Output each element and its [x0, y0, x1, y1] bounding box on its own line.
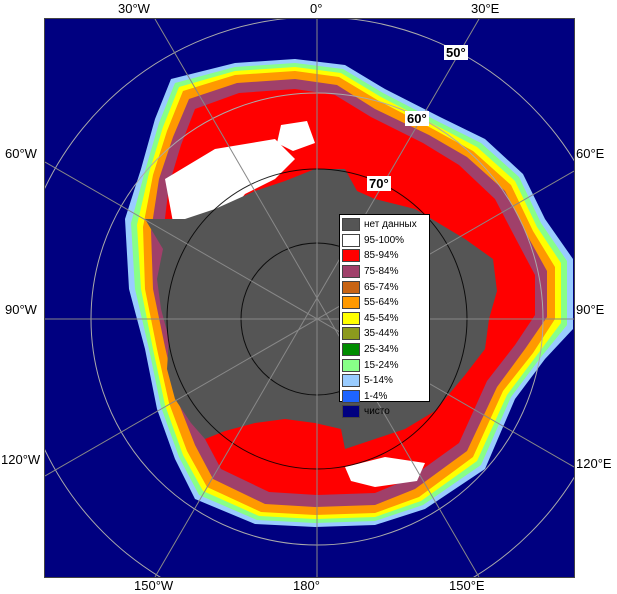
legend-item: 55-64% [342, 295, 429, 311]
lon-label-120w: 120°W [1, 452, 41, 467]
ice-pack-white-ross [345, 457, 425, 487]
lat-label-60: 60° [405, 111, 429, 126]
legend-swatch [342, 218, 360, 232]
legend-item: нет данных [342, 217, 429, 233]
lon-label-60w: 60°W [5, 146, 37, 161]
legend-swatch [342, 405, 360, 419]
legend-swatch [342, 358, 360, 372]
legend-label: нет данных [364, 219, 417, 231]
legend-label: 35-44% [364, 328, 399, 340]
legend-label: 15-24% [364, 359, 399, 371]
lon-label-90e: 90°E [576, 302, 605, 317]
legend-item: чисто [342, 404, 429, 420]
lon-label-150e: 150°E [449, 578, 485, 593]
legend-swatch [342, 389, 360, 403]
legend-swatch [342, 343, 360, 357]
legend-item: 75-84% [342, 264, 429, 280]
legend-swatch [342, 265, 360, 279]
lon-label-30e: 30°E [471, 1, 500, 16]
legend-swatch [342, 280, 360, 294]
lon-label-150w: 150°W [134, 578, 174, 593]
legend-label: 55-64% [364, 297, 399, 309]
lon-label-90w: 90°W [5, 302, 37, 317]
concentration-legend: нет данных 95-100% 85-94% 75-84% 65-74% 55-64… [339, 214, 430, 419]
legend-item: 15-24% [342, 357, 429, 373]
legend-label: 85-94% [364, 250, 399, 262]
legend-item: 1-4% [342, 389, 429, 405]
legend-label: 5-14% [364, 375, 393, 387]
legend-label: 65-74% [364, 281, 399, 293]
legend-swatch [342, 327, 360, 341]
ice-pack-white-north [277, 121, 315, 151]
legend-item: 5-14% [342, 373, 429, 389]
legend-item: 25-34% [342, 342, 429, 358]
lon-label-120e: 120°E [576, 456, 612, 471]
legend-swatch [342, 311, 360, 325]
legend-swatch [342, 249, 360, 263]
lon-label-60e: 60°E [576, 146, 605, 161]
sea-ice-map [44, 18, 575, 578]
meridian-lines [45, 19, 574, 577]
legend-item: 95-100% [342, 233, 429, 249]
legend-item: 35-44% [342, 326, 429, 342]
legend-label: 1-4% [364, 390, 388, 402]
legend-swatch [342, 233, 360, 247]
legend-label: 25-34% [364, 344, 399, 356]
ice-pack-white-weddell [165, 139, 295, 237]
legend-label: 45-54% [364, 312, 399, 324]
legend-label: 75-84% [364, 266, 399, 278]
legend-swatch [342, 296, 360, 310]
legend-label: 95-100% [364, 234, 405, 246]
legend-label: чисто [364, 406, 390, 418]
legend-item: 45-54% [342, 311, 429, 327]
legend-item: 65-74% [342, 279, 429, 295]
lat-label-50: 50° [444, 45, 468, 60]
legend-swatch [342, 374, 360, 388]
lon-label-0: 0° [310, 1, 323, 16]
lat-label-70: 70° [367, 176, 391, 191]
legend-item: 85-94% [342, 248, 429, 264]
lon-label-30w: 30°W [118, 1, 150, 16]
lon-label-180: 180° [293, 578, 320, 593]
map-graphic [45, 19, 574, 577]
